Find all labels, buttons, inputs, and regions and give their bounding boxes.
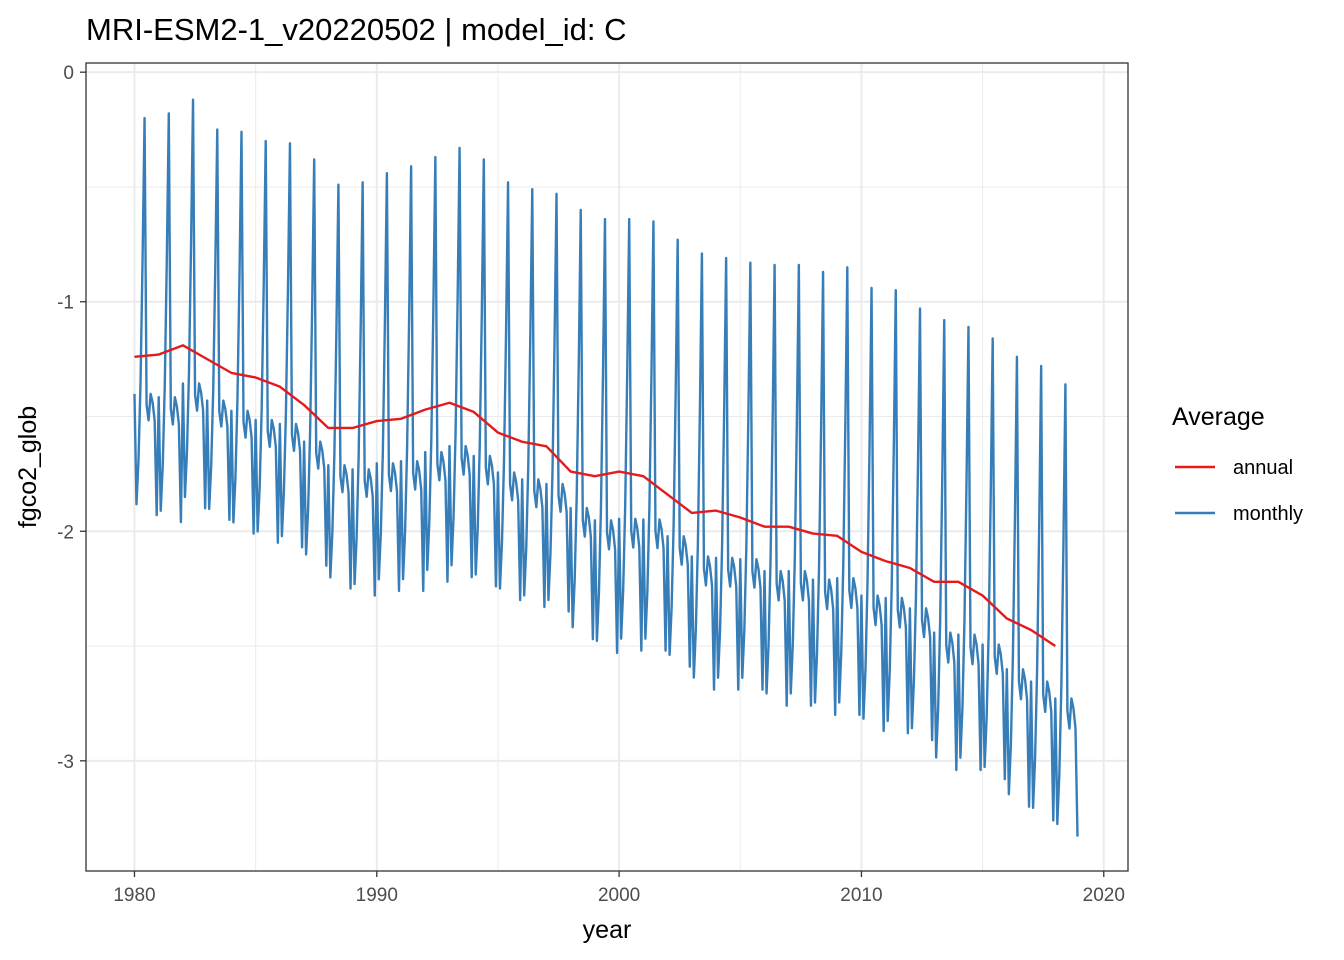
y-tick-label: 0 [63, 63, 74, 84]
legend: Average annual monthly [1172, 403, 1303, 525]
monthly-series-line [133, 98, 1079, 837]
major-grid [86, 63, 1128, 871]
legend-label-monthly: monthly [1233, 503, 1303, 525]
y-tick-label: -2 [57, 522, 74, 543]
legend-title: Average [1172, 403, 1265, 431]
legend-label-annual: annual [1233, 457, 1293, 479]
annual-series-line [134, 344, 1056, 648]
chart-title: MRI-ESM2-1_v20220502 | model_id: C [86, 12, 627, 47]
plot-panel [85, 62, 1129, 872]
x-tick-label: 2020 [1083, 885, 1125, 906]
y-axis-title: fgco2_glob [14, 406, 42, 528]
x-tick-label: 1990 [356, 885, 398, 906]
series-layer [133, 98, 1079, 837]
x-axis-title: year [583, 916, 632, 944]
y-axis: 0 -1 -2 -3 [57, 63, 86, 773]
panel-border [85, 62, 1129, 872]
x-tick-label: 2010 [840, 885, 882, 906]
x-axis: 1980 1990 2000 2010 2020 [113, 871, 1125, 906]
minor-grid [86, 63, 1128, 871]
x-tick-label: 2000 [598, 885, 640, 906]
x-tick-label: 1980 [113, 885, 155, 906]
y-tick-label: -1 [57, 293, 74, 314]
y-tick-label: -3 [57, 752, 74, 773]
